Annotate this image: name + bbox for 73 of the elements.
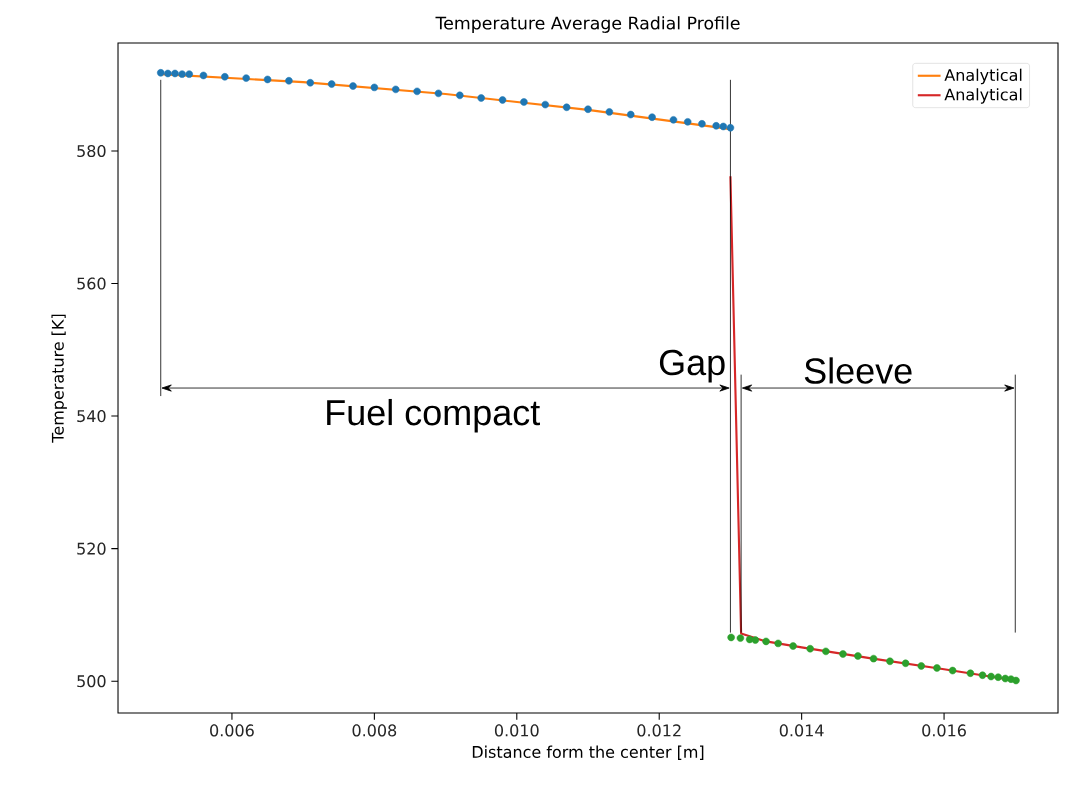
point bbox=[948, 666, 957, 675]
point bbox=[434, 89, 443, 98]
y-tick-label: 580 bbox=[77, 144, 106, 158]
point bbox=[839, 650, 847, 658]
point bbox=[541, 100, 550, 109]
point bbox=[199, 71, 208, 80]
point bbox=[736, 634, 745, 642]
point bbox=[562, 103, 571, 112]
y-tick-label: 520 bbox=[77, 542, 106, 555]
annotation: Sleeve bbox=[804, 357, 912, 384]
point bbox=[242, 74, 250, 82]
point bbox=[669, 116, 678, 124]
point bbox=[520, 98, 528, 106]
point bbox=[901, 659, 910, 668]
point bbox=[164, 69, 172, 78]
point bbox=[370, 83, 379, 92]
point bbox=[456, 91, 464, 100]
x-tick-label: 0.016 bbox=[922, 724, 966, 737]
point bbox=[966, 669, 975, 677]
x-tick-label: 0.008 bbox=[352, 724, 397, 737]
point bbox=[719, 122, 728, 131]
x-tick-label: 0.006 bbox=[210, 724, 254, 737]
point bbox=[774, 639, 782, 648]
y-tick-label: 500 bbox=[77, 675, 106, 688]
point bbox=[698, 120, 706, 128]
point bbox=[726, 124, 735, 132]
point bbox=[498, 96, 507, 104]
point bbox=[683, 118, 692, 126]
x-tick-label: 0.012 bbox=[637, 724, 681, 737]
point bbox=[854, 652, 862, 660]
point bbox=[263, 75, 272, 84]
point bbox=[789, 642, 797, 650]
point bbox=[349, 82, 357, 90]
point bbox=[978, 671, 987, 679]
point bbox=[221, 73, 229, 81]
chart-title: Temperature Average Radial Profile bbox=[435, 16, 740, 33]
point bbox=[584, 105, 592, 113]
point bbox=[648, 113, 656, 121]
point bbox=[413, 87, 421, 96]
point bbox=[869, 654, 878, 663]
point bbox=[1012, 676, 1020, 685]
x-tick-label: 0.014 bbox=[779, 724, 824, 737]
point bbox=[171, 69, 179, 78]
point bbox=[477, 94, 485, 102]
point bbox=[285, 77, 293, 85]
annotation: Fuel compact bbox=[327, 398, 540, 433]
y-axis-title: Temperature [K] bbox=[51, 314, 67, 443]
point bbox=[806, 644, 814, 653]
point bbox=[762, 637, 770, 646]
y-tick-label: 540 bbox=[77, 410, 106, 423]
legend-label: Analytical bbox=[944, 68, 1022, 85]
point bbox=[327, 80, 336, 88]
point bbox=[987, 672, 995, 681]
y-tick-label: 560 bbox=[77, 277, 106, 290]
point bbox=[727, 633, 735, 642]
point bbox=[917, 662, 926, 670]
point bbox=[157, 69, 165, 77]
point bbox=[751, 636, 760, 644]
point bbox=[178, 70, 186, 78]
point bbox=[627, 110, 635, 119]
point bbox=[306, 79, 315, 87]
point bbox=[933, 664, 941, 672]
point bbox=[605, 108, 614, 116]
point bbox=[886, 657, 894, 666]
point bbox=[822, 647, 830, 656]
annotation: Gap bbox=[659, 349, 725, 383]
point bbox=[994, 673, 1002, 681]
x-axis-title: Distance form the center [m] bbox=[472, 745, 704, 760]
point bbox=[712, 122, 720, 130]
x-tick-label: 0.010 bbox=[494, 724, 539, 737]
point bbox=[185, 70, 193, 78]
point bbox=[392, 85, 400, 94]
legend-label: Analytical bbox=[944, 88, 1022, 104]
